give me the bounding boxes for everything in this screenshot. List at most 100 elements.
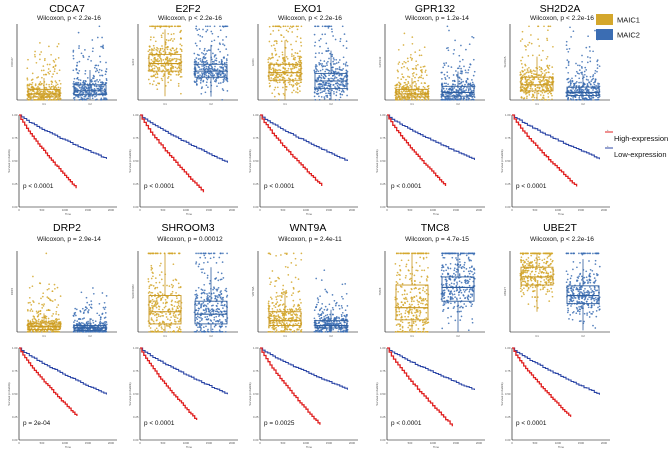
data-point <box>27 320 30 323</box>
data-point <box>154 305 157 307</box>
data-point <box>443 62 445 65</box>
data-point <box>58 69 61 72</box>
data-point <box>277 92 280 95</box>
data-point <box>172 263 175 266</box>
data-point <box>473 96 476 98</box>
data-point <box>168 71 171 74</box>
data-point <box>589 97 591 100</box>
data-point <box>525 82 528 85</box>
data-point <box>214 297 216 300</box>
data-point <box>53 61 56 63</box>
data-point <box>543 69 546 72</box>
data-point <box>194 297 197 300</box>
data-point <box>158 50 161 53</box>
survival-p-value: p < 0.0001 <box>144 420 175 427</box>
data-point <box>331 69 333 71</box>
data-point <box>292 65 294 68</box>
data-point <box>222 67 224 70</box>
data-point <box>267 302 270 305</box>
data-point <box>455 70 457 72</box>
data-point <box>418 98 421 101</box>
data-point <box>401 73 403 76</box>
data-point <box>162 59 165 61</box>
data-point <box>410 94 413 97</box>
data-point <box>282 76 285 79</box>
data-point <box>520 59 522 62</box>
surv-x-tick: 1000 <box>555 208 562 212</box>
data-point <box>401 97 404 99</box>
data-point <box>83 86 86 89</box>
data-point <box>317 89 320 91</box>
data-point <box>285 29 288 32</box>
data-point <box>268 40 271 43</box>
data-point <box>150 291 152 294</box>
data-point <box>395 98 397 101</box>
surv-x-tick: 500 <box>161 208 166 212</box>
data-point <box>319 69 322 72</box>
data-point <box>473 98 475 101</box>
data-point <box>335 76 338 79</box>
data-point <box>407 98 410 100</box>
data-point <box>285 290 288 292</box>
data-point <box>340 90 343 93</box>
data-point <box>334 98 337 101</box>
data-point <box>529 69 532 71</box>
data-point <box>410 59 413 61</box>
data-point <box>412 90 415 92</box>
data-point <box>585 98 588 100</box>
data-point <box>207 252 210 255</box>
data-point <box>525 71 528 74</box>
data-point <box>205 52 207 55</box>
data-point <box>578 69 581 71</box>
data-point <box>76 330 79 333</box>
box-x-tick: C2 <box>88 102 92 106</box>
data-point <box>204 56 207 59</box>
data-point <box>215 80 217 83</box>
data-point <box>540 59 543 61</box>
data-point <box>99 320 102 323</box>
data-point <box>72 330 75 333</box>
data-point <box>85 330 88 333</box>
data-point <box>222 252 224 255</box>
data-point <box>594 69 597 72</box>
data-point <box>155 65 158 68</box>
data-point <box>95 67 98 70</box>
data-point <box>472 58 475 61</box>
data-point <box>276 81 279 84</box>
data-point <box>338 98 341 101</box>
data-point <box>173 49 176 52</box>
data-point <box>92 47 94 50</box>
surv-y-label: Survival probability <box>248 149 252 173</box>
data-point <box>90 303 93 306</box>
data-point <box>152 320 155 323</box>
data-point <box>332 66 334 69</box>
data-point <box>339 83 341 86</box>
data-point <box>585 93 588 95</box>
data-point <box>469 63 472 65</box>
data-point <box>225 325 227 328</box>
data-point <box>153 64 156 67</box>
data-point <box>403 97 406 100</box>
data-point <box>546 64 549 67</box>
data-point <box>299 37 302 40</box>
data-point <box>419 94 422 96</box>
data-point <box>194 42 197 45</box>
data-point <box>299 50 301 52</box>
data-point <box>205 77 208 80</box>
data-point <box>151 306 154 309</box>
data-point <box>92 321 95 324</box>
data-point <box>456 75 458 77</box>
surv-x-tick: 2000 <box>229 441 236 445</box>
data-point <box>158 321 161 324</box>
data-point <box>220 310 223 313</box>
data-point <box>206 50 208 52</box>
data-point <box>98 322 101 324</box>
data-point <box>220 272 223 275</box>
data-point <box>148 330 150 333</box>
data-point <box>225 58 228 60</box>
data-point <box>330 77 332 80</box>
data-point <box>277 29 280 32</box>
data-point <box>206 277 209 279</box>
data-point <box>269 315 272 317</box>
data-point <box>296 91 299 94</box>
